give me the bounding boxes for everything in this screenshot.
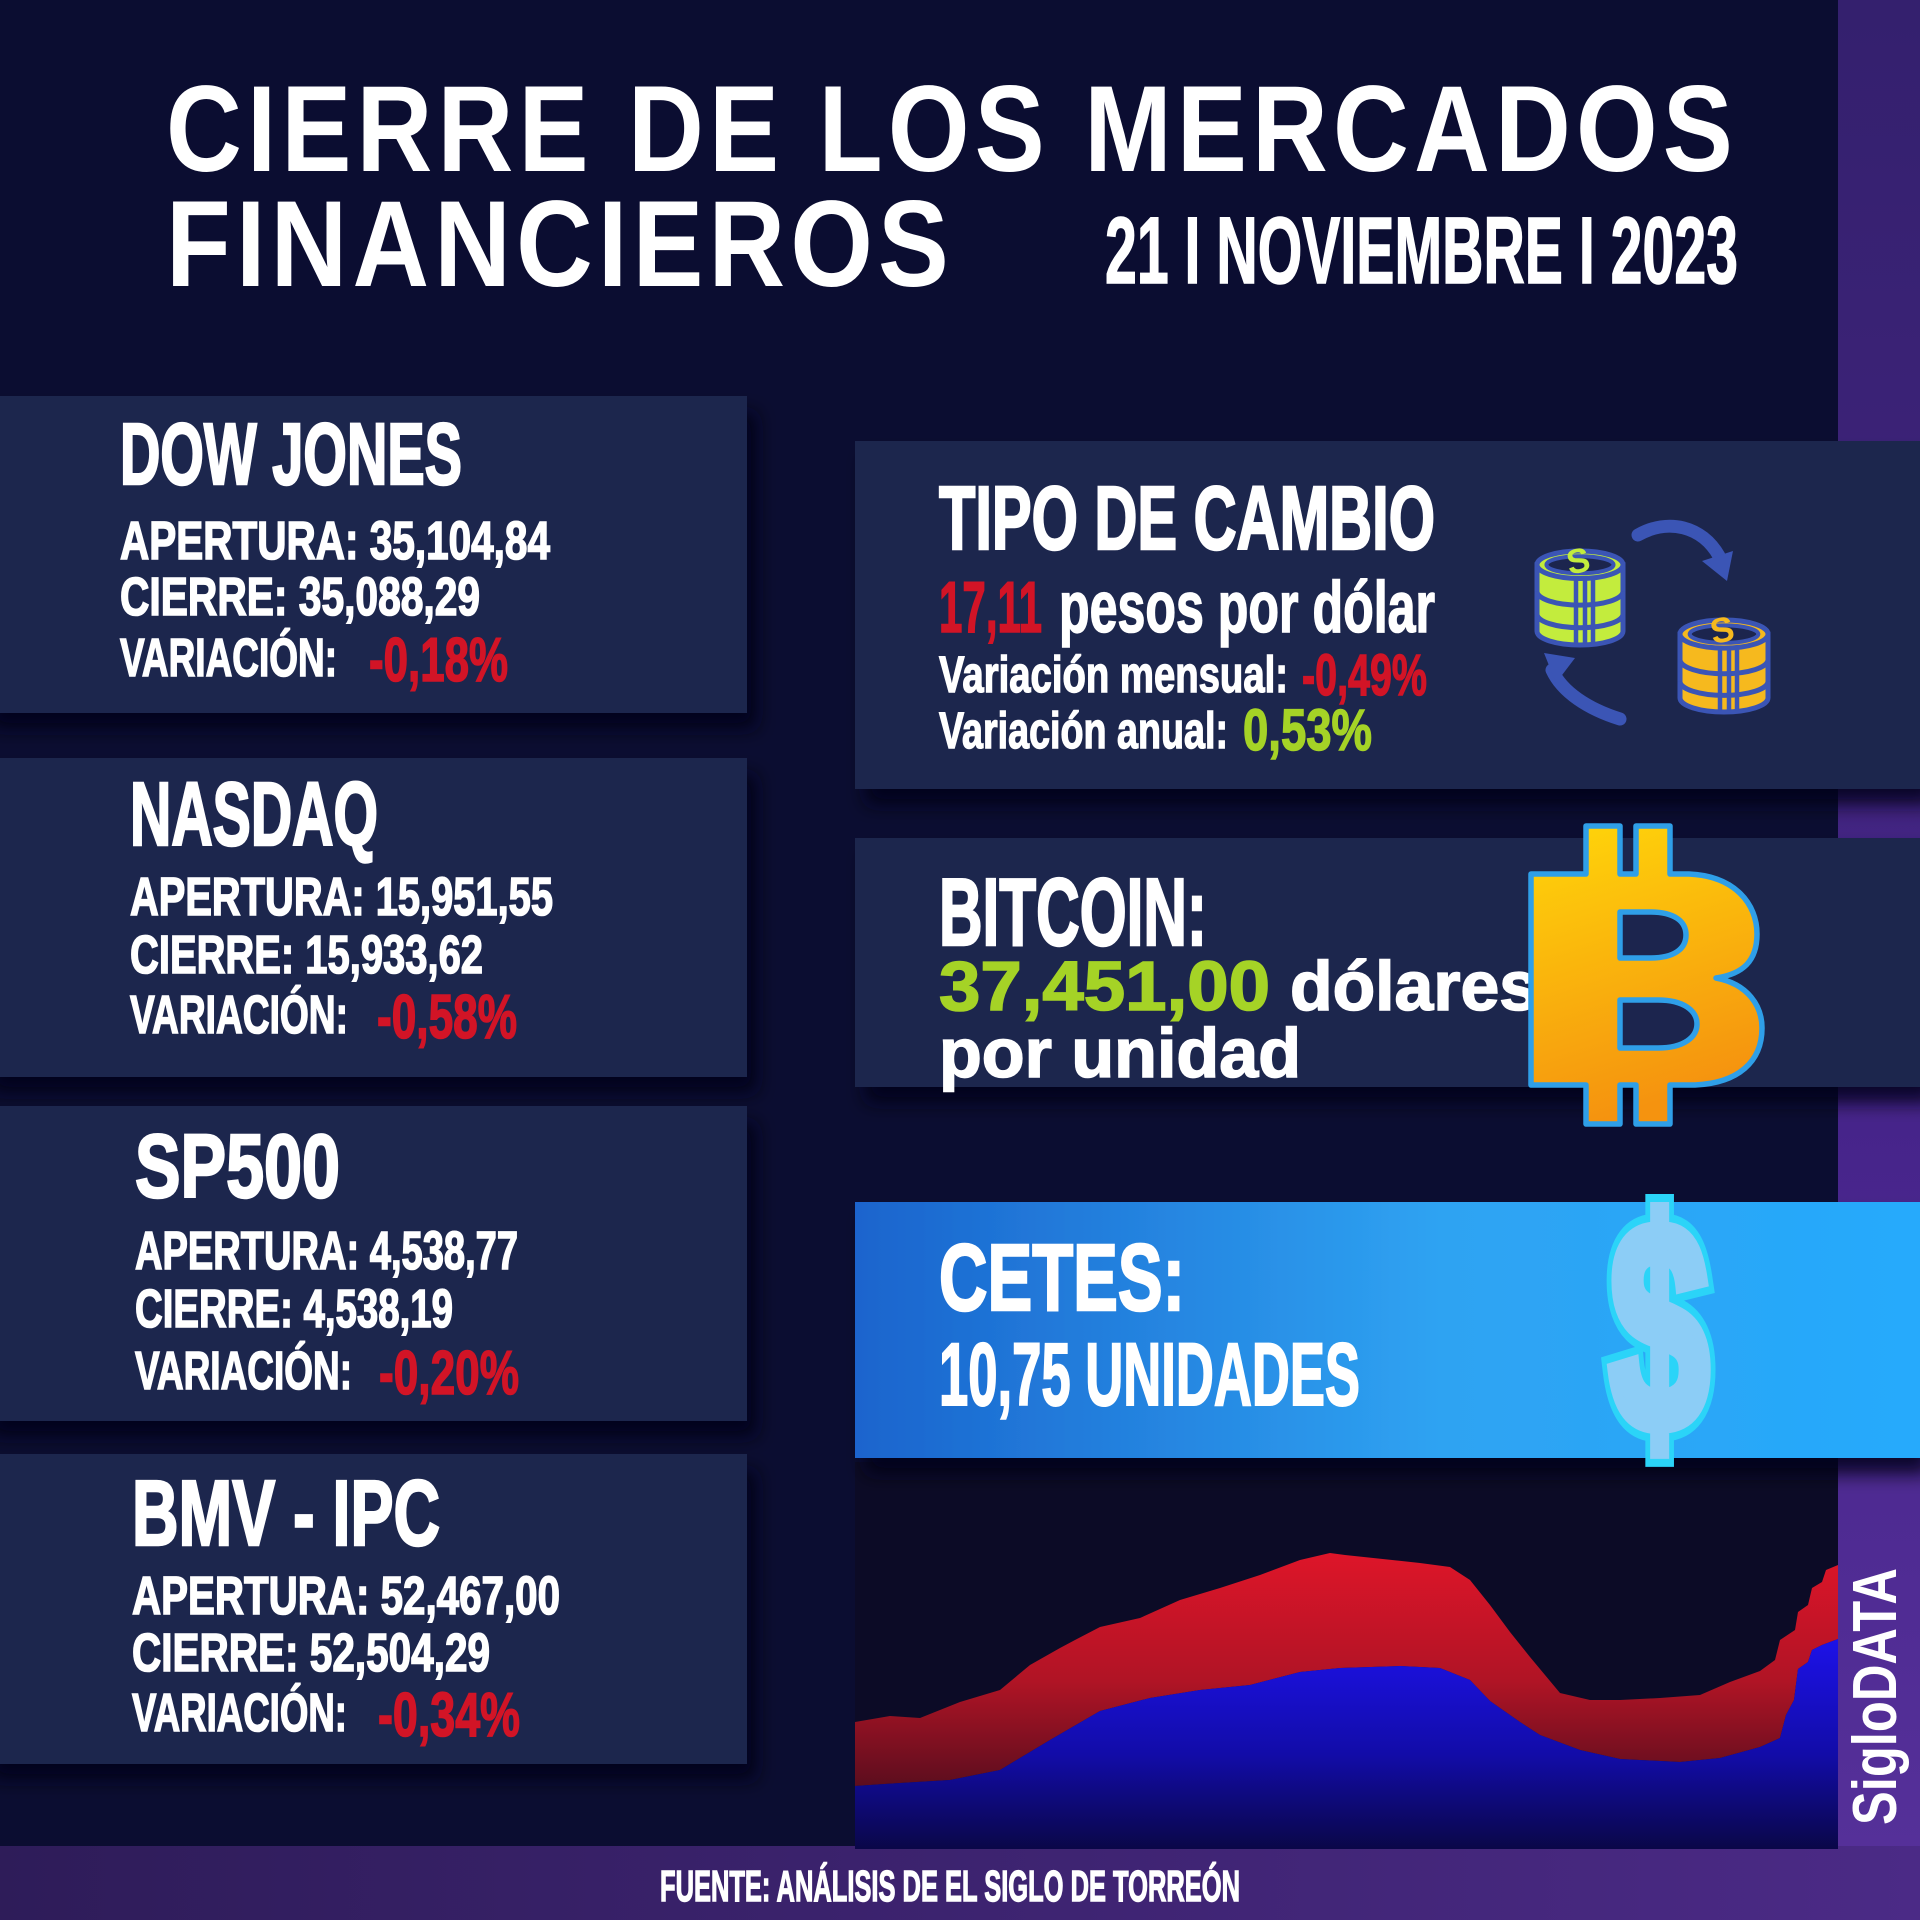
svg-text:0,53%: 0,53% <box>1243 698 1372 763</box>
svg-text:DOW JONES: DOW JONES <box>120 406 462 503</box>
svg-text:-0,49%: -0,49% <box>1302 643 1427 708</box>
svg-text:CIERRE: 35,088,29: CIERRE: 35,088,29 <box>120 567 480 627</box>
svg-text:10,75 UNIDADES: 10,75 UNIDADES <box>939 1325 1360 1424</box>
svg-text:FUENTE: ANÁLISIS DE EL SIGLO D: FUENTE: ANÁLISIS DE EL SIGLO DE TORREÓN <box>660 1861 1240 1911</box>
svg-text:VARIACIÓN:: VARIACIÓN: <box>130 985 348 1045</box>
svg-text:$: $ <box>1610 1162 1708 1492</box>
svg-text:TIPO DE CAMBIO: TIPO DE CAMBIO <box>939 468 1435 569</box>
svg-text:CIERRE: 52,504,29: CIERRE: 52,504,29 <box>132 1623 490 1683</box>
svg-text:CIERRE: 4,538,19: CIERRE: 4,538,19 <box>135 1279 453 1339</box>
svg-text:VARIACIÓN:: VARIACIÓN: <box>132 1683 347 1743</box>
svg-text:FINANCIEROS: FINANCIEROS <box>166 175 954 312</box>
svg-text:Variación anual:: Variación anual: <box>939 702 1228 759</box>
svg-text:CIERRE: 15,933,62: CIERRE: 15,933,62 <box>130 925 483 985</box>
svg-text:17,11: 17,11 <box>939 567 1042 648</box>
svg-text:dólares: dólares <box>1290 947 1538 1025</box>
svg-text:VARIACIÓN:: VARIACIÓN: <box>135 1341 352 1401</box>
svg-text:CIERRE DE LOS MERCADOS: CIERRE DE LOS MERCADOS <box>166 60 1738 197</box>
svg-text:BMV - IPC: BMV - IPC <box>132 1461 440 1565</box>
svg-text:21 I NOVIEMBRE I 2023: 21 I NOVIEMBRE I 2023 <box>1105 198 1738 304</box>
svg-text:APERTURA: 15,951,55: APERTURA: 15,951,55 <box>130 867 553 927</box>
svg-text:APERTURA: 52,467,00: APERTURA: 52,467,00 <box>132 1566 560 1626</box>
svg-text:CETES:: CETES: <box>939 1225 1185 1331</box>
svg-text:Variación mensual:: Variación mensual: <box>939 646 1288 703</box>
svg-text:37,451,00: 37,451,00 <box>939 947 1270 1025</box>
svg-text:pesos por dólar: pesos por dólar <box>1059 567 1435 648</box>
svg-text:-0,18%: -0,18% <box>369 626 508 695</box>
svg-text:NASDAQ: NASDAQ <box>130 764 378 865</box>
svg-text:-0,58%: -0,58% <box>377 983 517 1052</box>
svg-text:VARIACIÓN:: VARIACIÓN: <box>120 628 337 688</box>
svg-text:APERTURA: 4,538,77: APERTURA: 4,538,77 <box>135 1221 518 1281</box>
svg-text:-0,20%: -0,20% <box>379 1339 519 1408</box>
svg-text:-0,34%: -0,34% <box>378 1681 520 1750</box>
svg-text:por unidad: por unidad <box>939 1014 1301 1092</box>
svg-text:APERTURA: 35,104,84: APERTURA: 35,104,84 <box>120 511 550 571</box>
svg-text:SigloDATA: SigloDATA <box>1841 1568 1910 1825</box>
svg-text:SP500: SP500 <box>135 1116 340 1217</box>
svg-text:BITCOIN:: BITCOIN: <box>939 859 1207 966</box>
svg-text:$: $ <box>1610 1162 1708 1492</box>
